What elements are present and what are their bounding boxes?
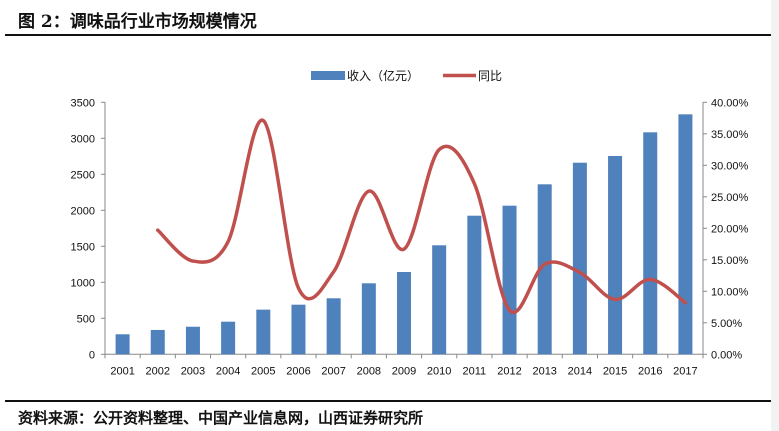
legend-swatch-bar <box>311 71 345 80</box>
right-tick-label: 25.00% <box>711 192 749 204</box>
x-tick-label: 2011 <box>463 365 487 377</box>
left-tick-label: 500 <box>77 313 95 325</box>
bar-2015 <box>608 156 623 355</box>
bar-2006 <box>291 304 306 355</box>
x-tick-label: 2002 <box>146 365 170 377</box>
left-tick-label: 2500 <box>71 169 95 181</box>
x-tick-label: 2015 <box>603 365 627 377</box>
bar-2013 <box>537 184 552 355</box>
bar-2016 <box>643 132 658 355</box>
footer-rule <box>5 400 779 402</box>
x-tick-label: 2010 <box>427 365 451 377</box>
bar-2007 <box>326 298 341 355</box>
left-tick-label: 1000 <box>71 277 95 289</box>
left-tick-label: 3500 <box>71 97 95 109</box>
source-note: 资料来源：公开资料整理、中国产业信息网，山西证券研究所 <box>18 409 424 427</box>
right-tick-label: 30.00% <box>711 160 749 172</box>
legend: 收入（亿元） 同比 <box>311 68 502 83</box>
figure-title: 图 2：调味品行业市场规模情况 <box>18 12 257 32</box>
x-tick-label: 2009 <box>392 365 416 377</box>
bar-2005 <box>256 309 271 355</box>
right-tick-label: 15.00% <box>711 255 749 267</box>
x-tick-label: 2005 <box>251 365 275 377</box>
x-tick-label: 2008 <box>357 365 381 377</box>
right-tick-label: 20.00% <box>711 223 749 235</box>
x-tick-label: 2012 <box>497 365 521 377</box>
bar-2009 <box>397 272 411 355</box>
x-tick-label: 2017 <box>673 365 697 377</box>
x-tick-label: 2013 <box>532 365 556 377</box>
x-tick-label: 2001 <box>110 365 134 377</box>
bar-2014 <box>572 162 587 355</box>
x-tick-label: 2014 <box>568 365 592 377</box>
bar-2003 <box>185 326 200 355</box>
bar-2008 <box>361 283 376 355</box>
header-rule <box>5 34 779 36</box>
right-tick-label: 35.00% <box>711 129 749 141</box>
bar-2011 <box>467 215 482 355</box>
x-tick-label: 2003 <box>181 365 205 377</box>
yoy-growth-line <box>156 118 688 315</box>
bar-2001 <box>115 334 130 355</box>
legend-label-line: 同比 <box>478 69 502 83</box>
bar-2002 <box>150 329 165 355</box>
bar-2010 <box>432 245 447 355</box>
right-tick-label: 5.00% <box>711 318 742 330</box>
left-tick-label: 2000 <box>71 205 95 217</box>
bar-2004 <box>221 321 236 355</box>
x-tick-label: 2006 <box>286 365 310 377</box>
left-tick-label: 3000 <box>71 133 95 145</box>
page-edge <box>771 0 779 431</box>
x-tick-label: 2016 <box>638 365 662 377</box>
left-tick-label: 1500 <box>71 241 95 253</box>
bar-2017 <box>678 114 693 355</box>
legend-label-bar: 收入（亿元） <box>347 68 419 83</box>
right-tick-label: 10.00% <box>711 286 749 298</box>
left-tick-label: 0 <box>89 349 95 361</box>
right-tick-label: 0.00% <box>711 349 742 361</box>
bar-2012 <box>502 205 517 355</box>
x-tick-label: 2007 <box>321 365 345 377</box>
right-tick-label: 40.00% <box>711 97 749 109</box>
x-tick-label: 2004 <box>216 365 240 377</box>
